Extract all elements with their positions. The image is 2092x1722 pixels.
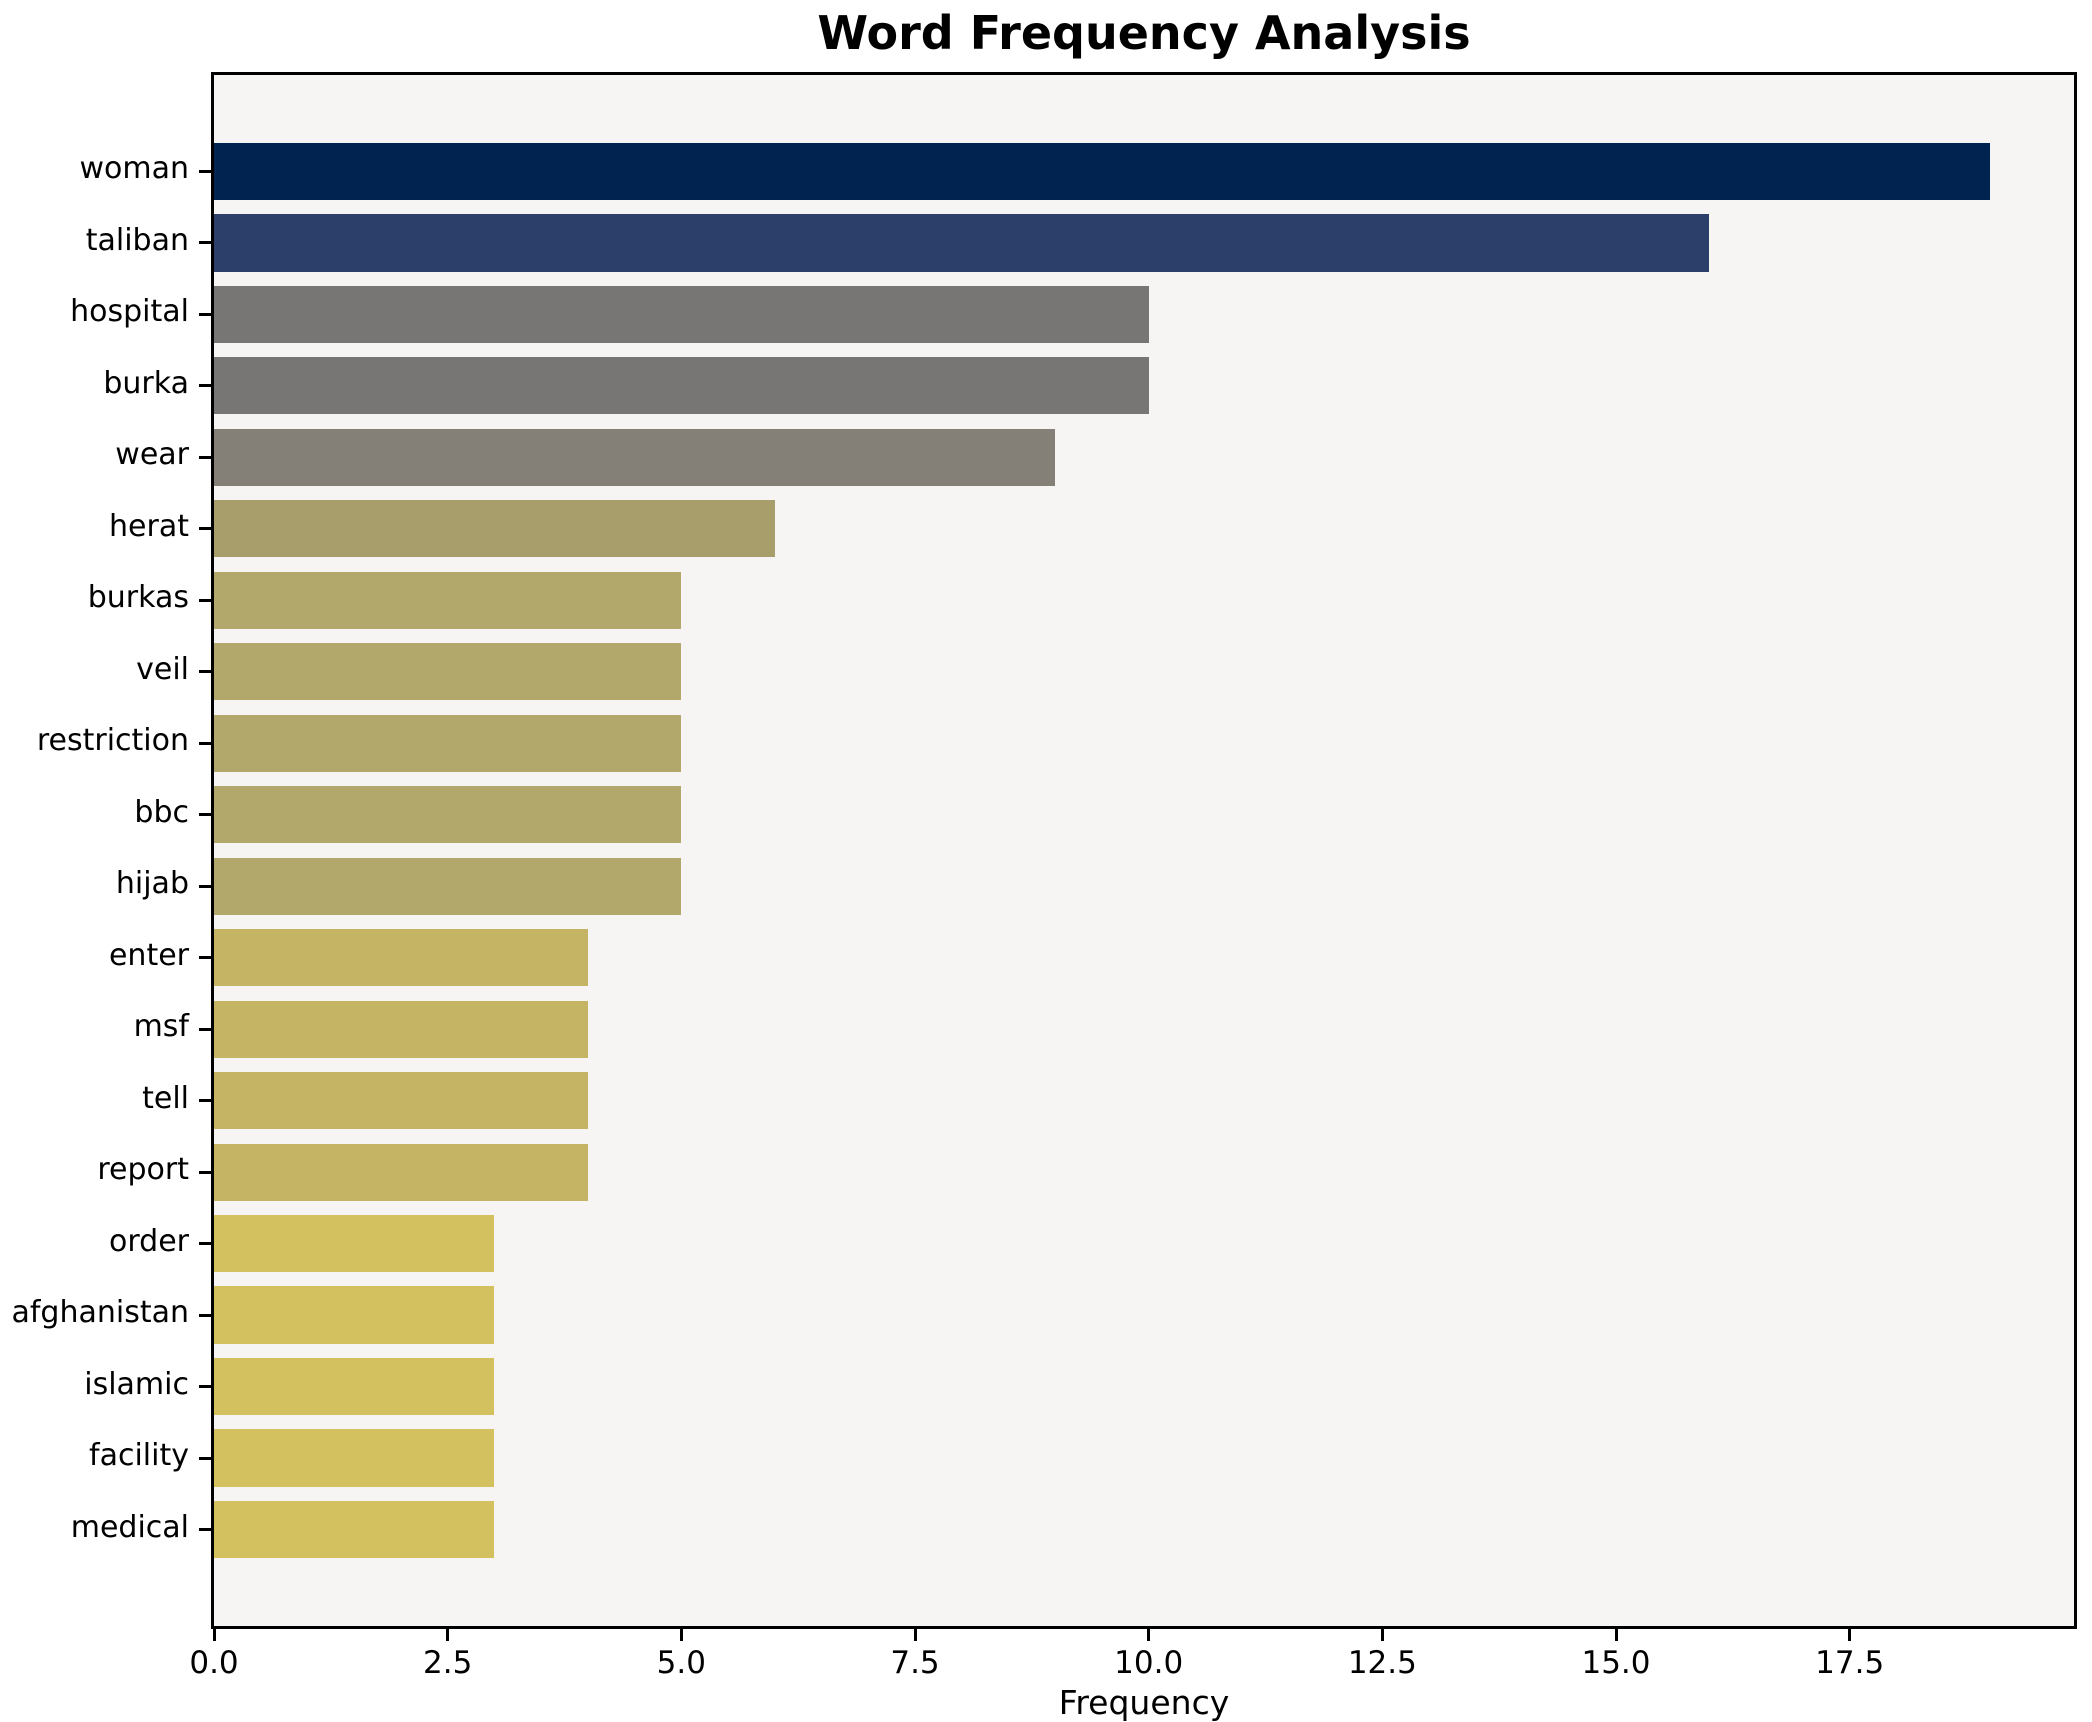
x-tick-mark [679, 1629, 683, 1641]
y-tick-mark [199, 884, 211, 888]
y-tick-label-wear: wear [115, 437, 189, 473]
y-tick-mark [199, 455, 211, 459]
x-tick-mark [913, 1629, 917, 1641]
y-tick-label-msf: msf [133, 1009, 189, 1045]
y-tick-label-taliban: taliban [85, 222, 189, 258]
y-tick-mark [199, 312, 211, 316]
x-tick-mark [1848, 1629, 1852, 1641]
y-tick-mark [199, 741, 211, 745]
bar-bbc [214, 786, 682, 844]
bar-msf [214, 1000, 588, 1058]
y-tick-mark [199, 813, 211, 817]
bar-veil [214, 643, 682, 701]
y-tick-mark [199, 1170, 211, 1174]
bar-burka [214, 357, 1149, 415]
bar-hospital [214, 285, 1149, 344]
y-tick-label-report: report [97, 1152, 189, 1188]
bar-wear [214, 428, 1056, 486]
bar-afghanistan [214, 1286, 495, 1344]
y-tick-label-woman: woman [79, 151, 189, 187]
y-tick-mark [199, 1313, 211, 1317]
bar-tell [214, 1072, 588, 1130]
y-tick-label-medical: medical [70, 1509, 189, 1545]
y-tick-mark [199, 956, 211, 960]
y-tick-label-afghanistan: afghanistan [11, 1295, 189, 1331]
bar-report [214, 1143, 588, 1201]
bar-islamic [214, 1357, 495, 1416]
bar-restriction [214, 714, 682, 772]
bar-woman [214, 142, 1990, 201]
y-tick-label-facility: facility [89, 1438, 189, 1474]
y-tick-label-burka: burka [103, 365, 189, 401]
y-tick-label-enter: enter [108, 937, 189, 973]
x-tick-label: 7.5 [890, 1645, 940, 1681]
y-tick-label-order: order [109, 1223, 189, 1259]
y-tick-mark [199, 1099, 211, 1103]
x-tick-label: 12.5 [1347, 1645, 1417, 1681]
y-tick-mark [199, 670, 211, 674]
y-tick-label-tell: tell [142, 1080, 189, 1116]
x-tick-mark [1147, 1629, 1151, 1641]
chart-title: Word Frequency Analysis [817, 6, 1471, 60]
y-tick-mark [199, 1456, 211, 1460]
bar-herat [214, 500, 775, 558]
x-tick-label: 15.0 [1581, 1645, 1651, 1681]
x-tick-mark [212, 1629, 216, 1641]
y-tick-label-burkas: burkas [87, 580, 189, 616]
x-tick-mark [1614, 1629, 1618, 1641]
bar-burkas [214, 571, 682, 629]
bar-medical [214, 1500, 495, 1559]
y-tick-label-hijab: hijab [115, 866, 189, 902]
x-tick-label: 10.0 [1114, 1645, 1184, 1681]
x-axis-label: Frequency [1058, 1683, 1230, 1722]
y-tick-mark [199, 527, 211, 531]
x-tick-mark [446, 1629, 450, 1641]
y-tick-mark [199, 1242, 211, 1246]
y-tick-mark [199, 1385, 211, 1389]
bar-enter [214, 929, 588, 987]
y-tick-mark [199, 241, 211, 245]
y-tick-mark [199, 598, 211, 602]
y-tick-mark [199, 169, 211, 173]
y-tick-mark [199, 384, 211, 388]
y-tick-label-herat: herat [109, 508, 189, 544]
x-tick-label: 5.0 [656, 1645, 706, 1681]
x-tick-mark [1380, 1629, 1384, 1641]
y-tick-mark [199, 1528, 211, 1531]
y-tick-mark [199, 1027, 211, 1031]
x-tick-label: 17.5 [1815, 1645, 1885, 1681]
y-tick-label-islamic: islamic [84, 1366, 189, 1402]
x-tick-label: 2.5 [423, 1645, 473, 1681]
bar-facility [214, 1429, 495, 1487]
x-tick-label: 0.0 [189, 1645, 239, 1681]
bar-hijab [214, 857, 682, 915]
y-tick-label-veil: veil [136, 651, 189, 687]
y-tick-label-hospital: hospital [70, 294, 189, 330]
y-tick-label-bbc: bbc [134, 794, 189, 830]
bar-order [214, 1215, 495, 1273]
bar-taliban [214, 214, 1710, 272]
y-tick-label-restriction: restriction [36, 723, 189, 759]
plot-area [211, 72, 2077, 1629]
